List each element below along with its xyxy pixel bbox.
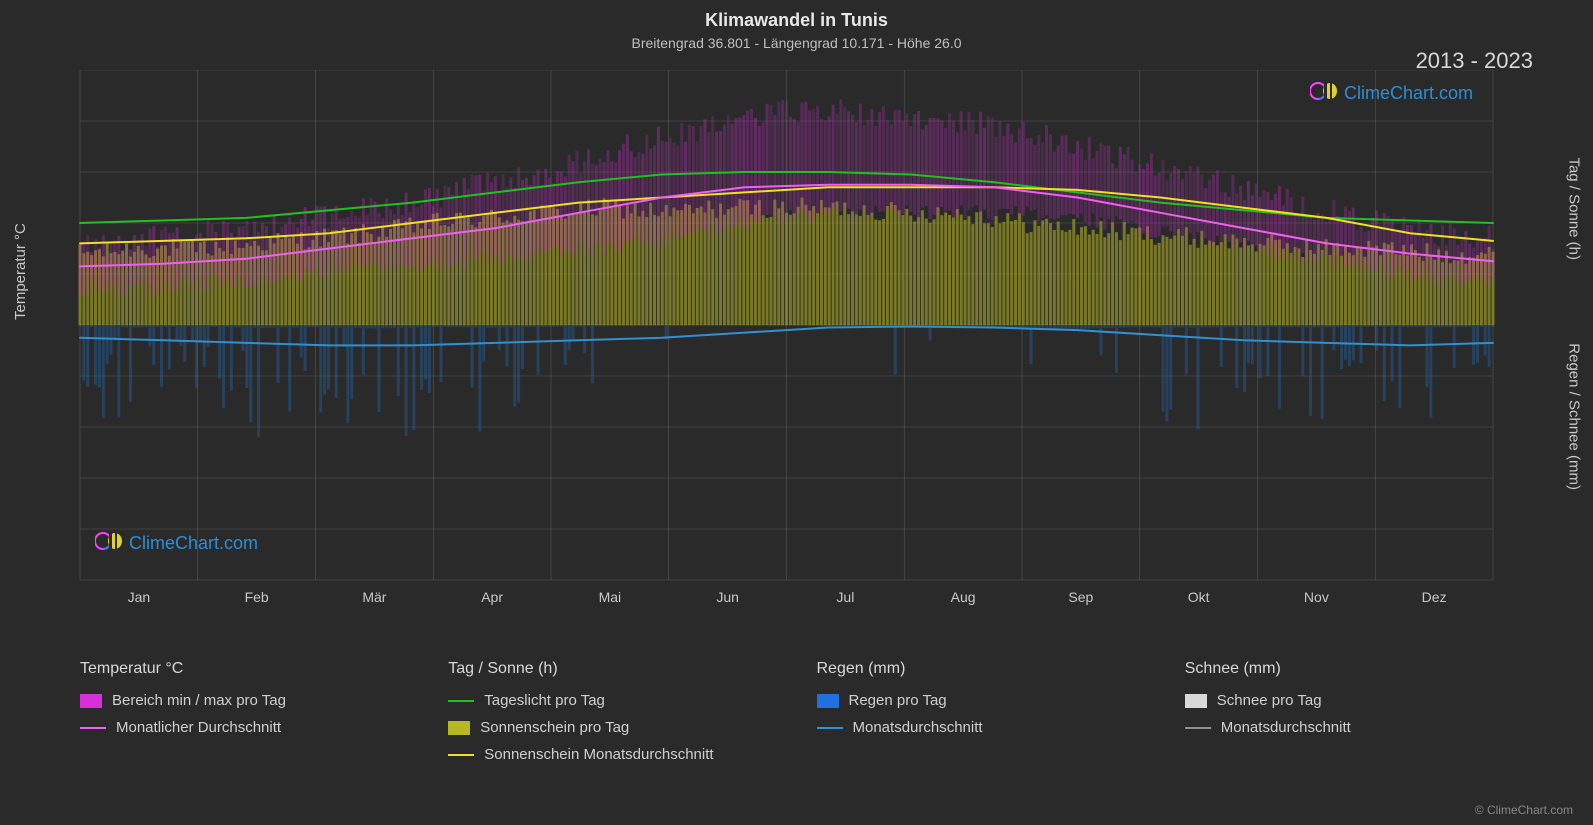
legend-swatch <box>817 694 839 708</box>
svg-text:Mai: Mai <box>599 589 622 605</box>
svg-text:Mär: Mär <box>362 589 386 605</box>
svg-text:Apr: Apr <box>481 589 503 605</box>
legend-label: Monatlicher Durchschnitt <box>116 719 281 736</box>
svg-text:Feb: Feb <box>245 589 269 605</box>
legend-item: Monatlicher Durchschnitt <box>80 719 408 736</box>
logo-icon <box>95 530 123 557</box>
legend-group: Schnee (mm) Schnee pro Tag Monatsdurchschn… <box>1185 660 1513 773</box>
legend-label: Bereich min / max pro Tag <box>112 692 286 709</box>
legend-swatch <box>448 700 474 702</box>
legend-label: Regen pro Tag <box>849 692 947 709</box>
y-axis-right-bottom-label: Regen / Schnee (mm) <box>1566 343 1583 490</box>
watermark-top: ClimeChart.com <box>1310 80 1473 107</box>
svg-text:Sep: Sep <box>1068 589 1093 605</box>
watermark-text: ClimeChart.com <box>129 533 258 554</box>
legend-item: Sonnenschein Monatsdurchschnitt <box>448 746 776 763</box>
legend-group: Temperatur °C Bereich min / max pro Tag Mo… <box>80 660 408 773</box>
legend-item: Sonnenschein pro Tag <box>448 719 776 736</box>
chart-area: -50-40-30-20-100102030405006121824010203… <box>70 70 1503 610</box>
legend-label: Monatsdurchschnitt <box>1221 719 1351 736</box>
y-axis-left-label: Temperatur °C <box>12 223 29 320</box>
watermark-text: ClimeChart.com <box>1344 83 1473 104</box>
legend-group-title: Regen (mm) <box>817 660 1145 678</box>
watermark-bottom: ClimeChart.com <box>95 530 258 557</box>
legend-swatch <box>80 727 106 729</box>
legend: Temperatur °C Bereich min / max pro Tag Mo… <box>80 660 1513 773</box>
legend-item: Monatsdurchschnitt <box>817 719 1145 736</box>
legend-label: Tageslicht pro Tag <box>484 692 605 709</box>
copyright: © ClimeChart.com <box>1475 803 1573 817</box>
legend-swatch <box>80 694 102 708</box>
legend-item: Regen pro Tag <box>817 692 1145 709</box>
legend-swatch <box>448 721 470 735</box>
svg-text:Nov: Nov <box>1304 589 1329 605</box>
logo-icon <box>1310 80 1338 107</box>
legend-swatch <box>448 754 474 756</box>
chart-title: Klimawandel in Tunis <box>0 0 1593 31</box>
chart-svg: -50-40-30-20-100102030405006121824010203… <box>70 70 1503 610</box>
legend-swatch <box>1185 727 1211 729</box>
legend-item: Tageslicht pro Tag <box>448 692 776 709</box>
legend-swatch <box>817 727 843 729</box>
legend-item: Monatsdurchschnitt <box>1185 719 1513 736</box>
svg-text:Jul: Jul <box>836 589 854 605</box>
legend-group: Tag / Sonne (h) Tageslicht pro Tag Sonnens… <box>448 660 776 773</box>
legend-label: Sonnenschein pro Tag <box>480 719 629 736</box>
legend-item: Schnee pro Tag <box>1185 692 1513 709</box>
chart-subtitle: Breitengrad 36.801 - Längengrad 10.171 -… <box>0 31 1593 51</box>
legend-group-title: Schnee (mm) <box>1185 660 1513 678</box>
legend-item: Bereich min / max pro Tag <box>80 692 408 709</box>
legend-group-title: Tag / Sonne (h) <box>448 660 776 678</box>
svg-text:Aug: Aug <box>951 589 976 605</box>
legend-label: Sonnenschein Monatsdurchschnitt <box>484 746 713 763</box>
legend-label: Schnee pro Tag <box>1217 692 1322 709</box>
legend-swatch <box>1185 694 1207 708</box>
legend-group-title: Temperatur °C <box>80 660 408 678</box>
svg-text:Okt: Okt <box>1188 589 1210 605</box>
svg-text:Dez: Dez <box>1422 589 1447 605</box>
legend-label: Monatsdurchschnitt <box>853 719 983 736</box>
svg-text:Jun: Jun <box>716 589 739 605</box>
svg-text:Jan: Jan <box>128 589 151 605</box>
legend-group: Regen (mm) Regen pro Tag Monatsdurchschnit… <box>817 660 1145 773</box>
y-axis-right-top-label: Tag / Sonne (h) <box>1566 157 1583 260</box>
